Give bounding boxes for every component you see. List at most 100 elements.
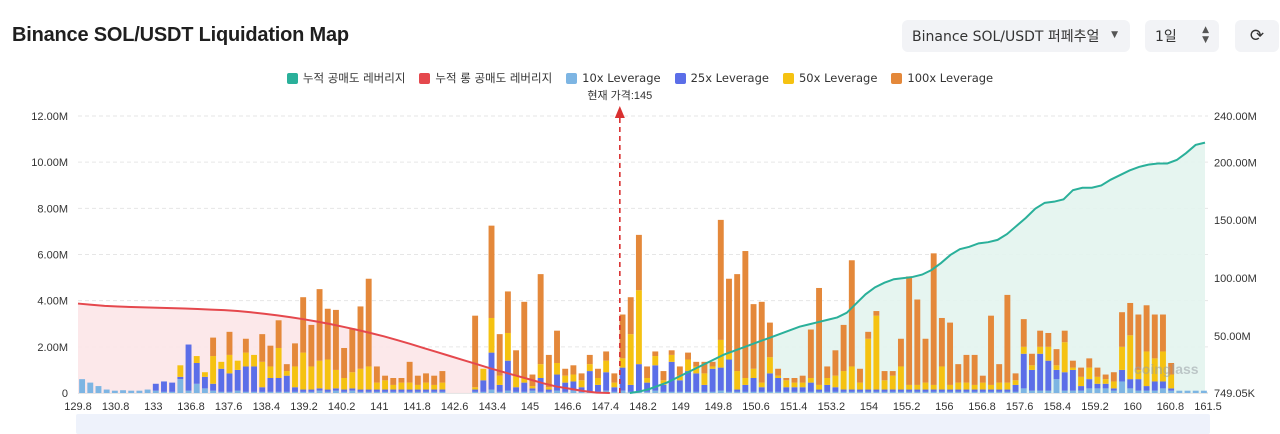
bar-segment-lev25	[529, 388, 536, 391]
bar-segment-lev10	[259, 391, 266, 393]
bar-segment-lev50	[644, 377, 651, 383]
bar-segment-lev25	[152, 383, 159, 391]
bar-segment-lev25	[742, 384, 749, 392]
bar-segment-lev25	[922, 389, 929, 392]
bar-segment-lev25	[275, 377, 282, 392]
bar-segment-lev25	[603, 372, 610, 391]
range-select[interactable]: 1일 ▲ ▼	[1145, 20, 1219, 52]
bar-segment-lev10	[267, 391, 274, 393]
bar-segment-lev25	[685, 371, 691, 392]
bar-segment-lev50	[734, 371, 741, 390]
bar-segment-lev10	[95, 386, 102, 393]
bar-segment-lev50	[1168, 374, 1175, 389]
bar-segment-lev25	[930, 389, 937, 392]
bar-segment-lev50	[308, 366, 315, 390]
bar-segment-lev25	[701, 384, 708, 392]
chart-range-scrollbar[interactable]	[76, 414, 1210, 434]
bar-segment-lev100	[1012, 373, 1019, 381]
bar-segment-lev10	[504, 390, 511, 393]
bar-segment-lev100	[955, 364, 962, 383]
bar-segment-lev25	[332, 388, 339, 391]
bar-segment-lev50	[701, 373, 708, 385]
legend-item-25x[interactable]: 25x Leverage	[674, 70, 769, 86]
bar-segment-lev10	[87, 382, 94, 393]
legend-item-long-cum[interactable]: 누적 롱 공매도 레버리지	[419, 70, 552, 86]
bar-segment-lev50	[611, 382, 618, 388]
bar-segment-lev25	[365, 389, 372, 392]
bar-segment-lev10	[930, 391, 937, 393]
bar-segment-lev10	[1184, 390, 1191, 393]
legend-label: 누적 공매도 레버리지	[302, 71, 406, 85]
bar-segment-lev25	[734, 389, 741, 392]
bar-segment-lev50	[218, 361, 225, 369]
bar-segment-lev100	[824, 366, 831, 378]
bar-segment-lev50	[799, 382, 806, 388]
bar-segment-lev25	[865, 389, 872, 392]
y-left-tick-label: 10.00M	[31, 157, 68, 169]
bar-segment-lev25	[161, 381, 167, 392]
exchange-select[interactable]: Binance SOL/USDT 퍼페추얼 ▼	[902, 20, 1130, 52]
bar-segment-lev50	[332, 369, 339, 389]
legend-item-10x[interactable]: 10x Leverage	[566, 70, 661, 86]
bar-segment-lev100	[717, 219, 724, 340]
bar-segment-lev100	[627, 297, 634, 335]
y-right-tick-label: 50.00M	[1214, 331, 1251, 343]
bar-segment-lev25	[283, 375, 290, 392]
bar-segment-lev10	[693, 391, 700, 393]
bar-segment-lev50	[758, 382, 765, 388]
bar-segment-lev10	[201, 388, 208, 393]
bar-segment-lev100	[529, 374, 536, 387]
bar-segment-lev10	[701, 391, 708, 393]
bar-segment-lev10	[971, 391, 978, 393]
bar-segment-lev50	[685, 359, 691, 372]
refresh-button[interactable]: ⟳	[1235, 20, 1279, 52]
x-tick-label: 148.2	[629, 401, 657, 413]
bar-segment-lev100	[832, 350, 839, 376]
bar-segment-lev50	[373, 382, 380, 390]
bar-segment-lev10	[726, 391, 732, 393]
bar-segment-lev25	[979, 389, 986, 392]
bar-segment-lev50	[504, 332, 511, 361]
bar-segment-lev10	[840, 391, 847, 393]
bar-segment-lev25	[873, 389, 880, 392]
bar-segment-lev25	[578, 387, 585, 392]
bar-segment-lev10	[496, 391, 503, 393]
legend-item-short-cum[interactable]: 누적 공매도 레버리지	[286, 70, 406, 86]
legend-item-100x[interactable]: 100x Leverage	[891, 70, 993, 86]
bar-segment-lev10	[897, 391, 904, 393]
bar-segment-lev100	[1102, 374, 1109, 380]
bar-segment-lev100	[947, 322, 954, 385]
bar-segment-lev25	[791, 387, 798, 392]
bar-segment-lev100	[996, 364, 1003, 383]
bar-segment-lev25	[807, 382, 814, 392]
bar-segment-lev10	[988, 391, 994, 393]
bar-segment-lev10	[513, 391, 520, 393]
bar-segment-lev25	[349, 388, 356, 391]
bar-segment-lev25	[210, 383, 217, 391]
bar-segment-lev100	[226, 331, 233, 355]
bar-segment-lev50	[1004, 382, 1011, 390]
legend-item-50x[interactable]: 50x Leverage	[782, 70, 877, 86]
bar-segment-lev50	[881, 380, 888, 390]
bar-segment-lev50	[1045, 346, 1052, 361]
bar-segment-lev10	[414, 391, 421, 393]
bar-segment-lev50	[996, 382, 1003, 390]
bar-segment-lev25	[717, 367, 724, 391]
bar-segment-lev50	[251, 354, 257, 367]
bar-segment-lev25	[947, 389, 954, 392]
bar-segment-lev10	[144, 389, 151, 393]
bar-segment-lev50	[832, 375, 839, 388]
bar-segment-lev100	[881, 371, 888, 381]
bar-segment-lev25	[1151, 381, 1158, 391]
bar-segment-lev100	[586, 354, 593, 365]
bar-segment-lev10	[341, 391, 348, 393]
exchange-select-label: Binance SOL/USDT 퍼페추얼	[912, 29, 1100, 45]
bar-segment-lev10	[627, 391, 634, 393]
bar-segment-lev100	[259, 334, 266, 362]
bar-segment-lev10	[979, 391, 986, 393]
bar-segment-lev25	[1160, 381, 1166, 389]
bar-segment-lev100	[979, 375, 986, 383]
bar-segment-lev25	[251, 366, 257, 392]
bar-segment-lev50	[554, 362, 560, 375]
bar-segment-lev25	[439, 389, 446, 392]
